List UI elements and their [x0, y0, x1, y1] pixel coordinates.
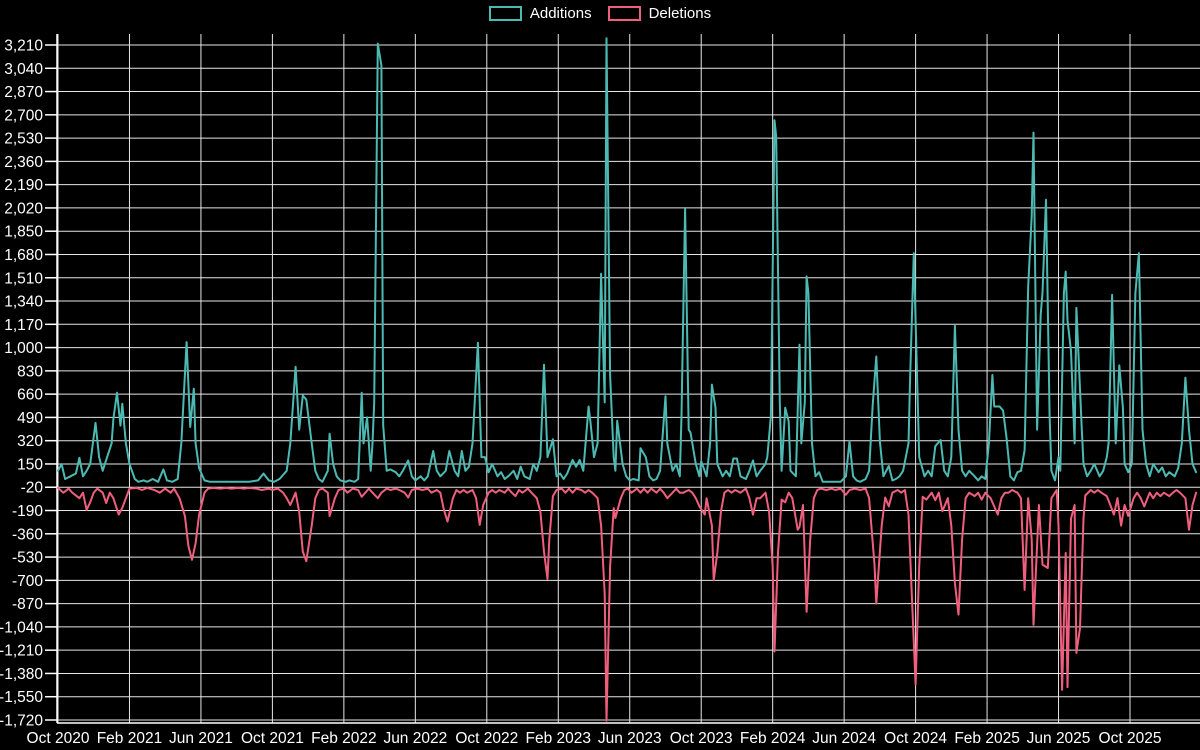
y-tick-label: -870 — [12, 596, 43, 613]
x-tick-label: Jun 2024 — [812, 730, 876, 747]
x-tick-label: Oct 2025 — [1099, 730, 1162, 747]
additions-legend-label: Additions — [529, 5, 592, 22]
deletions-swatch-icon — [607, 6, 641, 21]
y-tick-label: -190 — [12, 503, 43, 520]
x-tick-label: Oct 2022 — [455, 730, 518, 747]
y-tick-label: -530 — [12, 550, 43, 567]
chart-legend: Additions Deletions — [0, 6, 1200, 21]
legend-item-deletions[interactable]: Deletions — [607, 5, 712, 22]
additions-swatch-icon — [488, 6, 522, 21]
x-tick-label: Feb 2025 — [954, 730, 1020, 747]
y-tick-label: 1,340 — [4, 294, 43, 311]
y-tick-label: 830 — [17, 363, 43, 380]
y-tick-label: 2,530 — [4, 131, 43, 148]
gridlines — [57, 34, 1200, 723]
x-axis-labels: Oct 2020 Feb 2021 Jun 2021 Oct 2021 Feb 2022… — [27, 730, 1162, 747]
x-tick-label: Oct 2020 — [27, 730, 90, 747]
x-tick-label: Feb 2022 — [311, 730, 377, 747]
y-tick-label: -1,550 — [0, 689, 43, 706]
y-tick-label: -1,210 — [0, 643, 43, 660]
y-tick-label: -360 — [12, 526, 43, 543]
legend-item-additions[interactable]: Additions — [488, 5, 592, 22]
x-tick-label: Jun 2021 — [169, 730, 233, 747]
y-tick-label: 1,170 — [4, 317, 43, 334]
x-tick-label: Feb 2024 — [740, 730, 806, 747]
y-tick-label: -1,380 — [0, 666, 43, 683]
deletions-line — [57, 486, 1198, 722]
y-tick-label: 1,850 — [4, 224, 43, 241]
y-tick-label: 150 — [17, 456, 43, 473]
y-tick-label: 2,020 — [4, 200, 43, 217]
x-tick-label: Oct 2021 — [241, 730, 304, 747]
y-tick-label: 320 — [17, 433, 43, 450]
y-tick-label: 1,680 — [4, 247, 43, 264]
y-tick-label: 2,700 — [4, 107, 43, 124]
y-tick-label: 1,000 — [4, 340, 43, 357]
y-tick-label: 660 — [17, 387, 43, 404]
y-tick-label: 1,510 — [4, 270, 43, 287]
y-tick-label: 490 — [17, 410, 43, 427]
x-tick-label: Oct 2024 — [884, 730, 947, 747]
y-tick-label: 2,190 — [4, 177, 43, 194]
x-tick-label: Jun 2025 — [1027, 730, 1091, 747]
y-tick-label: -1,040 — [0, 619, 43, 636]
y-tick-label: 2,360 — [4, 154, 43, 171]
x-tick-label: Feb 2023 — [526, 730, 592, 747]
y-tick-label: -1,720 — [0, 713, 43, 730]
y-axis-labels: 3,210 3,040 2,870 2,700 2,530 2,360 2,190 2,020… — [0, 38, 43, 730]
y-tick-label: -700 — [12, 573, 43, 590]
y-tick-label: 2,870 — [4, 84, 43, 101]
x-tick-label: Jun 2023 — [598, 730, 662, 747]
y-tick-label: 3,210 — [4, 38, 43, 55]
y-tick-label: 3,040 — [4, 61, 43, 78]
deletions-legend-label: Deletions — [648, 5, 712, 22]
y-tick-label: -20 — [21, 480, 44, 497]
x-tick-label: Oct 2023 — [670, 730, 733, 747]
x-tick-label: Feb 2021 — [97, 730, 163, 747]
x-tick-label: Jun 2022 — [383, 730, 447, 747]
axes — [45, 34, 1200, 724]
additions-line — [57, 37, 1198, 483]
